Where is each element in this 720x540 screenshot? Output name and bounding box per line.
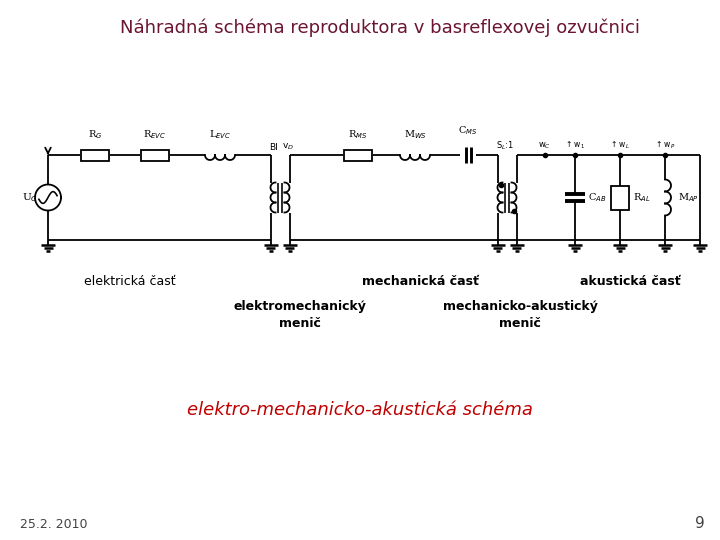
- Text: R$_{EVC}$: R$_{EVC}$: [143, 128, 166, 141]
- Text: elektromechanický
menič: elektromechanický menič: [233, 300, 366, 330]
- Text: S$_L$:1: S$_L$:1: [496, 139, 514, 152]
- Text: 25.2. 2010: 25.2. 2010: [20, 517, 88, 530]
- Text: mechanická časť: mechanická časť: [361, 275, 478, 288]
- Bar: [141, 150, 169, 160]
- Text: elektro-mechanicko-akustická schéma: elektro-mechanicko-akustická schéma: [187, 401, 533, 419]
- Text: ↑ w$_L$: ↑ w$_L$: [610, 139, 630, 151]
- Text: elektrická časť: elektrická časť: [84, 275, 176, 288]
- Text: L$_{EVC}$: L$_{EVC}$: [209, 128, 231, 141]
- Text: M$_{WS}$: M$_{WS}$: [403, 128, 426, 141]
- Bar: [611, 186, 629, 210]
- Bar: [344, 150, 372, 160]
- Text: ↑ w$_1$: ↑ w$_1$: [565, 139, 585, 151]
- Text: R$_G$: R$_G$: [88, 128, 102, 141]
- Text: akustická časť: akustická časť: [580, 275, 680, 288]
- Text: v$_D$: v$_D$: [282, 141, 294, 152]
- Text: Náhradná schéma reproduktora v basreflexovej ozvučnici: Náhradná schéma reproduktora v basreflex…: [120, 19, 640, 37]
- Text: mechanicko-akustický
menič: mechanicko-akustický menič: [443, 300, 598, 330]
- Text: R$_{MS}$: R$_{MS}$: [348, 128, 368, 141]
- Text: C$_{AB}$: C$_{AB}$: [588, 191, 606, 204]
- Text: U$_G$: U$_G$: [22, 191, 38, 204]
- Text: M$_{AP}$: M$_{AP}$: [678, 191, 699, 204]
- Text: w$_C$: w$_C$: [539, 140, 552, 151]
- Bar: [81, 150, 109, 160]
- Text: C$_{MS}$: C$_{MS}$: [458, 124, 478, 137]
- Text: ↑ w$_P$: ↑ w$_P$: [654, 139, 675, 151]
- Text: Bl: Bl: [269, 143, 277, 152]
- Text: 9: 9: [695, 516, 705, 531]
- Text: R$_{AL}$: R$_{AL}$: [633, 191, 650, 204]
